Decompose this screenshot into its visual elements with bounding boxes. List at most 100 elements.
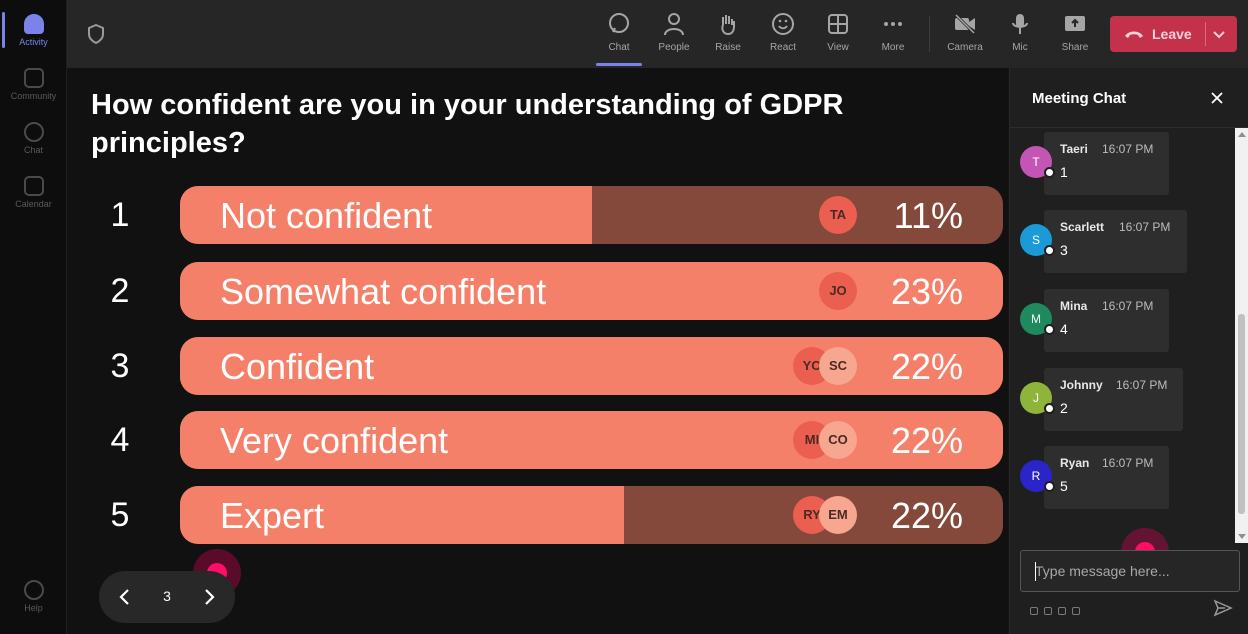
voter-avatars: TA (819, 196, 857, 234)
poll-option-label: Somewhat confident (220, 271, 547, 312)
chat-message-list[interactable]: Taeri 16:07 PM 1 T Scarlett 16:07 PM 3 S Mina 16:… (1010, 128, 1235, 543)
chat-message-text: 5 (1060, 478, 1068, 494)
chat-message[interactable]: Mina 16:07 PM 4 M (1020, 289, 1235, 353)
smiley-icon (772, 13, 794, 35)
chat-message[interactable]: Taeri 16:07 PM 1 T (1020, 132, 1235, 196)
attach-icon[interactable] (1044, 607, 1052, 615)
toolbar-raise-button[interactable]: Raise (702, 10, 754, 62)
poll-option-percent: 22% (890, 346, 963, 387)
shield-icon[interactable] (87, 24, 105, 44)
poll-option-row: 2 Somewhat confident 23% JO (67, 262, 1009, 320)
chat-avatar[interactable]: R (1020, 460, 1055, 492)
chat-timestamp: 16:07 PM (1102, 299, 1154, 313)
poll-option-bar: Expert 22% RY EM (180, 486, 1003, 544)
emoji-icon[interactable] (1058, 607, 1066, 615)
toolbar-camera-button[interactable]: Camera (939, 10, 991, 62)
rail-item-calendar[interactable]: Calendar (0, 166, 67, 216)
raised-hand-icon (721, 15, 735, 36)
poll-option-number: 4 (110, 421, 130, 459)
hang-up-icon (1125, 31, 1143, 38)
rail-item-label: Help (24, 603, 43, 613)
voter-avatars: RY EM (793, 496, 857, 534)
toolbar-button-label: Raise (715, 42, 741, 53)
send-icon[interactable] (1213, 599, 1233, 617)
toolbar-button-label: Mic (1012, 42, 1028, 53)
gif-icon[interactable] (1072, 607, 1080, 615)
calendar-icon (23, 176, 44, 196)
toolbar-button-label: Share (1061, 42, 1089, 53)
rail-item-label: Activity (19, 37, 48, 47)
format-icon[interactable] (1030, 607, 1038, 615)
chat-message[interactable]: Ryan 16:07 PM 5 R (1020, 446, 1235, 510)
toolbar-more-button[interactable]: More (867, 10, 919, 62)
poll-question: How confident are you in your understand… (91, 89, 844, 159)
chat-timestamp: 16:07 PM (1116, 378, 1168, 392)
poll-option-row: 3 Confident 22% YO SC (67, 337, 1009, 395)
scroll-down-arrow-icon[interactable] (1238, 534, 1246, 539)
toolbar-button-label: Chat (608, 42, 630, 53)
poll-option-label: Very confident (220, 420, 449, 461)
scrollbar-thumb[interactable] (1238, 314, 1245, 514)
chat-compose-box[interactable] (1020, 550, 1240, 592)
chat-avatar-initial: J (1033, 391, 1039, 405)
rail-item-chat[interactable]: Chat (0, 112, 67, 162)
chat-avatar[interactable]: T (1020, 146, 1055, 178)
toolbar-people-button[interactable]: People (648, 10, 700, 62)
scroll-up-arrow-icon[interactable] (1238, 132, 1246, 137)
chat-avatar-initial: T (1032, 155, 1040, 169)
voter-avatar: TA (819, 196, 857, 234)
toolbar-button-label: View (827, 42, 849, 53)
toolbar-chat-button[interactable]: Chat (593, 10, 645, 66)
chat-message-input[interactable] (1035, 561, 1225, 581)
presence-status-icon (1044, 245, 1055, 256)
chat-scrollbar[interactable] (1235, 128, 1248, 543)
poll-option-label: Not confident (220, 195, 433, 236)
grid-view-icon (828, 14, 848, 34)
chat-message-bubble: Scarlett 16:07 PM 3 (1044, 210, 1187, 273)
chevron-left-icon[interactable] (113, 585, 137, 609)
toolbar-share-button[interactable]: Share (1049, 10, 1101, 62)
poll-option-fill (180, 337, 1003, 395)
text-caret (1035, 562, 1036, 581)
close-icon[interactable] (1209, 90, 1225, 106)
bell-icon (23, 14, 44, 34)
chat-formatting-tools (1030, 602, 1086, 615)
toolbar-button-label: Camera (947, 42, 983, 53)
toolbar-mic-button[interactable]: Mic (994, 10, 1046, 62)
voter-avatars: MI CO (793, 421, 857, 459)
chat-message-text: 1 (1060, 164, 1068, 180)
poll-option-number: 2 (110, 272, 130, 310)
chat-avatar[interactable]: M (1020, 303, 1055, 335)
chat-message-bubble: Johnny 16:07 PM 2 (1044, 368, 1183, 431)
toolbar-view-button[interactable]: View (812, 10, 864, 62)
poll-option-number: 3 (110, 347, 130, 385)
chevron-right-icon[interactable] (197, 585, 221, 609)
chat-avatar[interactable]: J (1020, 382, 1055, 414)
chat-avatar[interactable]: S (1020, 224, 1055, 256)
rail-item-community[interactable]: Community (0, 58, 67, 108)
chat-timestamp: 16:07 PM (1119, 220, 1171, 234)
poll-option-row: 5 Expert 22% RY EM (67, 486, 1009, 544)
chat-title: Meeting Chat (1032, 90, 1127, 107)
poll-option-fill (180, 186, 592, 244)
poll-results-stage: How confident are you in your understand… (67, 68, 1009, 634)
rail-item-label: Calendar (15, 199, 52, 209)
rail-item-activity[interactable]: Activity (0, 4, 67, 54)
leave-button[interactable]: Leave (1110, 16, 1237, 52)
poll-option-fill (180, 262, 1003, 320)
chat-timestamp: 16:07 PM (1102, 142, 1154, 156)
poll-option-number: 1 (110, 196, 130, 234)
voter-avatar: EM (819, 496, 857, 534)
chat-sender-name: Taeri (1060, 142, 1088, 156)
pager-page-number: 3 (163, 588, 171, 604)
chat-message[interactable]: Scarlett 16:07 PM 3 S (1020, 210, 1235, 274)
chat-message[interactable]: Johnny 16:07 PM 2 J (1020, 368, 1235, 432)
voter-avatar: CO (819, 421, 857, 459)
chat-message-text: 4 (1060, 321, 1068, 337)
rail-item-help[interactable]: Help (0, 570, 67, 620)
voter-avatar: JO (819, 272, 857, 310)
poll-option-percent: 22% (890, 420, 963, 461)
chevron-down-icon[interactable] (1212, 27, 1226, 41)
chat-avatar-initial: S (1031, 233, 1040, 247)
toolbar-react-button[interactable]: React (757, 10, 809, 62)
